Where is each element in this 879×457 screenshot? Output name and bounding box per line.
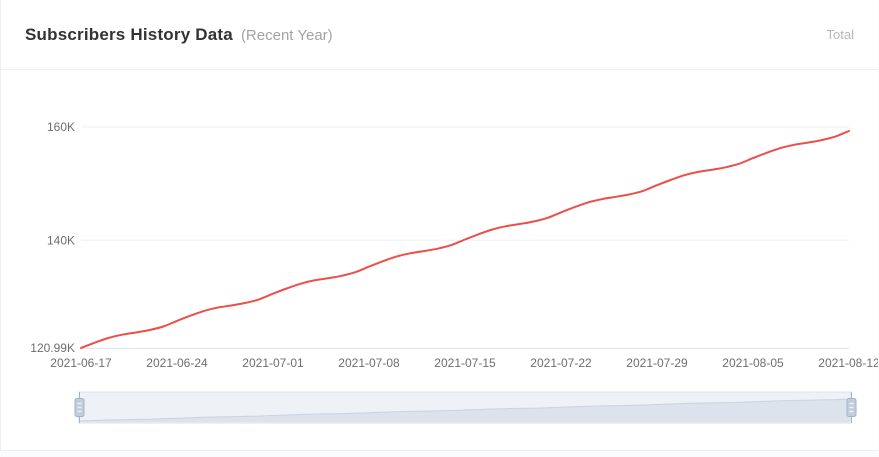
legend-item-total[interactable]: Total xyxy=(826,27,854,42)
y-axis-tick-label: 160K xyxy=(47,120,75,134)
y-axis-tick-label: 120.99K xyxy=(30,341,75,355)
datazoom-data-shadow-line xyxy=(79,398,851,422)
card-title-group: Subscribers History Data (Recent Year) xyxy=(25,25,333,45)
x-axis-tick-label: 2021-07-22 xyxy=(530,356,592,370)
x-axis-tick-label: 2021-07-01 xyxy=(242,356,304,370)
x-axis-tick-label: 2021-06-24 xyxy=(146,356,208,370)
x-axis-tick-label: 2021-08-05 xyxy=(722,356,784,370)
card-header: Subscribers History Data (Recent Year) T… xyxy=(1,0,878,70)
x-axis-tick-label: 2021-07-08 xyxy=(338,356,400,370)
x-axis-tick-label: 2021-06-17 xyxy=(50,356,112,370)
card-subtitle: (Recent Year) xyxy=(240,26,333,44)
card-title: Subscribers History Data xyxy=(25,24,233,44)
total-series-line xyxy=(80,130,850,349)
x-axis-tick-label: 2021-07-29 xyxy=(626,356,688,370)
x-axis-tick-label: 2021-07-15 xyxy=(434,356,496,370)
x-axis-tick-label: 2021-08-12 xyxy=(818,356,878,370)
y-axis-tick-label: 140K xyxy=(47,233,75,247)
